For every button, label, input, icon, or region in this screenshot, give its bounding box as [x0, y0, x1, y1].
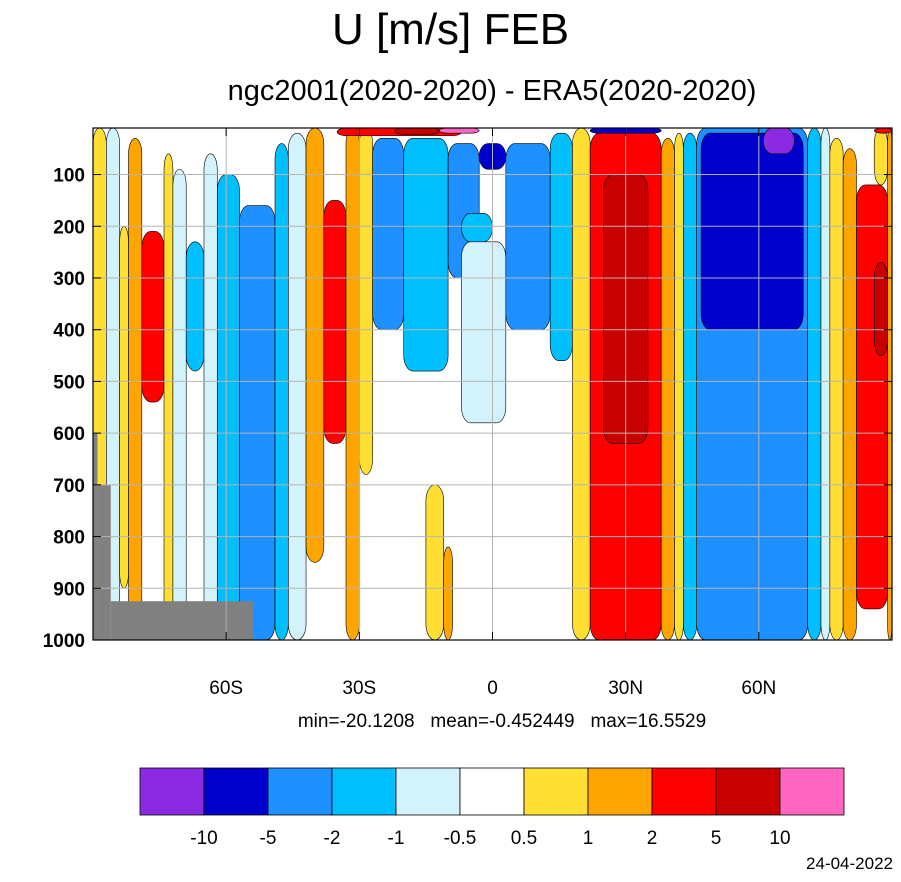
contour-band-24 — [461, 241, 507, 424]
contour-band-19 — [425, 484, 444, 640]
contour-band-27 — [572, 128, 591, 640]
contour-band-25 — [505, 143, 551, 330]
y-tick-label-3: 400 — [53, 321, 85, 342]
contour-band-37 — [820, 128, 831, 640]
contour-band-35 — [762, 128, 795, 155]
contour-band-43 — [887, 128, 892, 640]
stat-mean: mean=-0.452449 — [430, 711, 575, 732]
contour-band-10 — [239, 205, 276, 640]
stat-max: max=16.5529 — [590, 711, 707, 732]
colorbar-swatch-8 — [651, 767, 717, 816]
gridlines — [93, 128, 892, 640]
chart-subtitle: ngc2001(2020-2020) - ERA5(2020-2020) — [227, 75, 757, 107]
contour-band-16 — [359, 128, 373, 475]
contour-band-14 — [323, 200, 347, 444]
contour-band-45 — [394, 128, 440, 135]
colorbar-label-7: 2 — [647, 828, 658, 849]
contour-band-2 — [119, 225, 129, 589]
colorbar-swatch-9 — [715, 767, 781, 816]
contour-band-17 — [372, 138, 405, 330]
chart-title: U [m/s] FEB — [331, 5, 570, 54]
colorbar-label-0: -10 — [190, 828, 217, 849]
colorbar-label-6: 1 — [583, 828, 594, 849]
colorbar-swatch-2 — [267, 767, 333, 816]
colorbar-swatch-0 — [139, 767, 205, 816]
y-tick-label-2: 300 — [53, 269, 85, 290]
colorbar-swatch-7 — [587, 767, 653, 816]
contour-band-26 — [549, 132, 573, 362]
contour-band-38 — [829, 138, 844, 640]
contour-band-4 — [141, 231, 165, 403]
contour-band-8 — [203, 153, 218, 640]
colorbar-swatch-3 — [331, 767, 397, 816]
colorbar: -10 -5 -2 -1 -0.5 0.5 1 2 5 10 — [139, 767, 845, 849]
colorbar-label-3: -1 — [388, 828, 405, 849]
contour-band-13 — [305, 128, 325, 563]
contour-band-31 — [674, 132, 684, 640]
contour-band-36 — [807, 128, 822, 640]
contour-band-30 — [660, 138, 675, 640]
colorbar-label-5: 0.5 — [511, 828, 537, 849]
contour-band-32 — [683, 132, 697, 640]
contour-band-18 — [403, 138, 449, 372]
colorbar-swatch-6 — [523, 767, 589, 816]
colorbar-label-4: -0.5 — [444, 828, 477, 849]
x-tick-label-4: 60N — [741, 678, 776, 699]
colorbar-label-8: 5 — [711, 828, 722, 849]
contour-band-46 — [438, 128, 480, 134]
y-tick-label-9: 1000 — [43, 631, 85, 652]
x-tick-label-1: 30S — [342, 678, 376, 699]
y-tick-label-6: 700 — [53, 476, 85, 497]
colorbar-label-2: -2 — [324, 828, 341, 849]
contour-band-3 — [128, 138, 143, 640]
y-tick-label-5: 600 — [53, 424, 85, 445]
y-axis: 100 200 300 400 500 600 700 800 900 1000 — [43, 166, 892, 652]
x-tick-label-0: 60S — [209, 678, 243, 699]
contour-band-6 — [172, 169, 187, 640]
y-tick-label-7: 800 — [53, 528, 85, 549]
colorbar-swatch-1 — [203, 767, 269, 816]
x-tick-label-2: 0 — [487, 678, 498, 699]
contour-band-39 — [842, 148, 857, 640]
y-tick-label-0: 100 — [53, 166, 85, 187]
y-tick-label-8: 900 — [53, 579, 85, 600]
contour-band-42 — [873, 128, 888, 186]
contour-band-41 — [873, 262, 888, 356]
colorbar-swatch-4 — [395, 767, 461, 816]
y-tick-label-4: 500 — [53, 372, 85, 393]
contour-band-7 — [185, 241, 205, 372]
stat-min: min=-20.1208 — [297, 711, 415, 732]
colorbar-swatch-10 — [779, 767, 845, 816]
contour-band-9 — [216, 174, 240, 640]
contour-band-11 — [274, 143, 289, 640]
contour-band-48 — [873, 128, 892, 134]
colorbar-label-1: -5 — [260, 828, 277, 849]
contour-band-15 — [345, 128, 360, 640]
contour-band-40 — [856, 184, 888, 610]
date-stamp: 24-04-2022 — [806, 854, 893, 873]
x-tick-label-3: 30N — [608, 678, 643, 699]
colorbar-swatch-5 — [459, 767, 525, 816]
y-tick-label-1: 200 — [53, 217, 85, 238]
contour-band-20 — [443, 546, 453, 640]
colorbar-label-9: 10 — [769, 828, 790, 849]
masked-area-2 — [110, 601, 253, 640]
masked-area-1 — [97, 484, 111, 640]
summary-stats: min=-20.1208 mean=-0.452449 max=16.5529 — [0, 710, 901, 734]
contour-band-5 — [163, 153, 174, 640]
x-axis: 60S 30S 0 30N 60N — [209, 128, 776, 699]
contour-band-34 — [700, 132, 804, 330]
contour-band-23 — [461, 213, 493, 243]
contour-band-12 — [288, 132, 307, 640]
contour-bands — [93, 128, 892, 640]
